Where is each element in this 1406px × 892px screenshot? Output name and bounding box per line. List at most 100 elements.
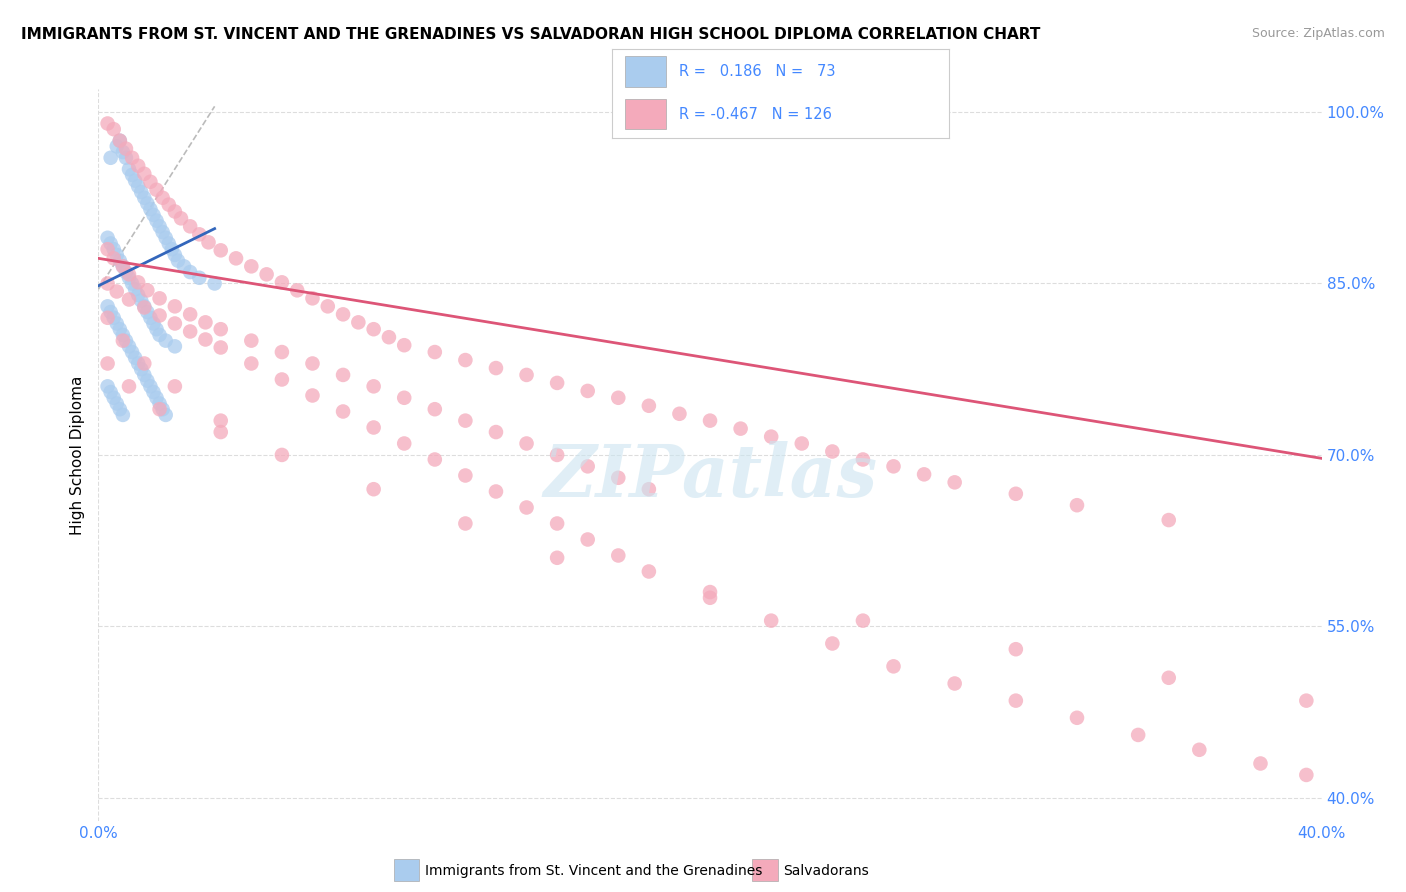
Point bbox=[576, 459, 599, 474]
Point bbox=[240, 356, 263, 371]
Point bbox=[363, 482, 385, 496]
Point bbox=[124, 173, 146, 187]
Point bbox=[163, 379, 186, 393]
Point bbox=[363, 322, 385, 336]
Point bbox=[118, 379, 141, 393]
Point bbox=[332, 307, 354, 321]
Point bbox=[129, 185, 152, 199]
Point bbox=[155, 334, 177, 348]
Point bbox=[157, 197, 180, 211]
Point bbox=[179, 325, 201, 339]
Point bbox=[883, 459, 905, 474]
Point bbox=[209, 322, 232, 336]
Point bbox=[108, 253, 131, 268]
Point bbox=[1004, 642, 1026, 657]
Point bbox=[759, 614, 782, 628]
Point bbox=[546, 516, 568, 531]
Point bbox=[97, 116, 120, 130]
Point bbox=[127, 276, 149, 290]
Point bbox=[1188, 743, 1211, 757]
Point bbox=[108, 134, 131, 148]
Bar bbox=[626, 99, 665, 129]
Point bbox=[163, 299, 186, 313]
Point bbox=[179, 265, 201, 279]
Text: Immigrants from St. Vincent and the Grenadines: Immigrants from St. Vincent and the Gren… bbox=[425, 863, 762, 878]
Point bbox=[485, 425, 508, 439]
Text: R = -0.467   N = 126: R = -0.467 N = 126 bbox=[679, 107, 832, 121]
Y-axis label: High School Diploma: High School Diploma bbox=[70, 376, 86, 534]
Point bbox=[127, 179, 149, 194]
Point bbox=[121, 345, 143, 359]
Point bbox=[240, 260, 263, 274]
Point bbox=[115, 151, 138, 165]
Point bbox=[136, 374, 159, 388]
Point bbox=[821, 636, 844, 650]
Point bbox=[127, 159, 149, 173]
Point bbox=[821, 444, 844, 458]
Point bbox=[129, 362, 152, 376]
Point bbox=[852, 452, 875, 467]
Point bbox=[100, 305, 122, 319]
Point bbox=[134, 191, 156, 205]
Point bbox=[163, 204, 186, 219]
Point bbox=[118, 162, 141, 177]
Point bbox=[209, 244, 232, 258]
Point bbox=[97, 356, 120, 371]
Point bbox=[145, 391, 167, 405]
Point bbox=[1157, 671, 1180, 685]
Point bbox=[699, 591, 721, 605]
Point bbox=[516, 500, 538, 515]
Point bbox=[105, 139, 128, 153]
Point bbox=[546, 448, 568, 462]
Point bbox=[883, 659, 905, 673]
Point bbox=[149, 327, 172, 342]
Point bbox=[115, 334, 138, 348]
Point bbox=[392, 436, 416, 450]
Text: R =   0.186   N =   73: R = 0.186 N = 73 bbox=[679, 64, 835, 78]
Point bbox=[912, 467, 935, 482]
Point bbox=[108, 134, 131, 148]
Point bbox=[111, 260, 134, 274]
Point bbox=[142, 385, 165, 400]
Point bbox=[105, 396, 128, 410]
Point bbox=[129, 293, 152, 308]
Point bbox=[155, 408, 177, 422]
Point bbox=[546, 376, 568, 390]
Point bbox=[145, 213, 167, 227]
Point bbox=[127, 288, 149, 302]
Point bbox=[139, 202, 162, 217]
Point bbox=[1295, 768, 1317, 782]
Point bbox=[730, 422, 752, 436]
Point bbox=[134, 167, 156, 181]
Point bbox=[121, 151, 143, 165]
Point bbox=[1066, 711, 1088, 725]
Point bbox=[516, 368, 538, 382]
Point bbox=[852, 614, 875, 628]
Point bbox=[97, 231, 120, 245]
Point bbox=[134, 301, 156, 315]
Point bbox=[136, 305, 159, 319]
Point bbox=[1157, 513, 1180, 527]
Point bbox=[225, 252, 247, 266]
Point bbox=[139, 310, 162, 325]
Point bbox=[134, 356, 156, 371]
Point bbox=[699, 585, 721, 599]
Point bbox=[204, 277, 226, 291]
Point bbox=[155, 231, 177, 245]
Point bbox=[103, 122, 125, 136]
Point bbox=[134, 368, 156, 382]
Point bbox=[97, 242, 120, 256]
Point bbox=[97, 299, 120, 313]
Point bbox=[105, 248, 128, 262]
Point bbox=[136, 284, 159, 298]
Point bbox=[270, 448, 292, 462]
Point bbox=[576, 384, 599, 398]
Point bbox=[115, 142, 138, 156]
Point bbox=[316, 299, 339, 313]
Point bbox=[790, 436, 813, 450]
Point bbox=[285, 284, 308, 298]
Point bbox=[668, 407, 690, 421]
Point bbox=[139, 175, 162, 189]
Point bbox=[197, 235, 219, 250]
Point bbox=[1128, 728, 1150, 742]
